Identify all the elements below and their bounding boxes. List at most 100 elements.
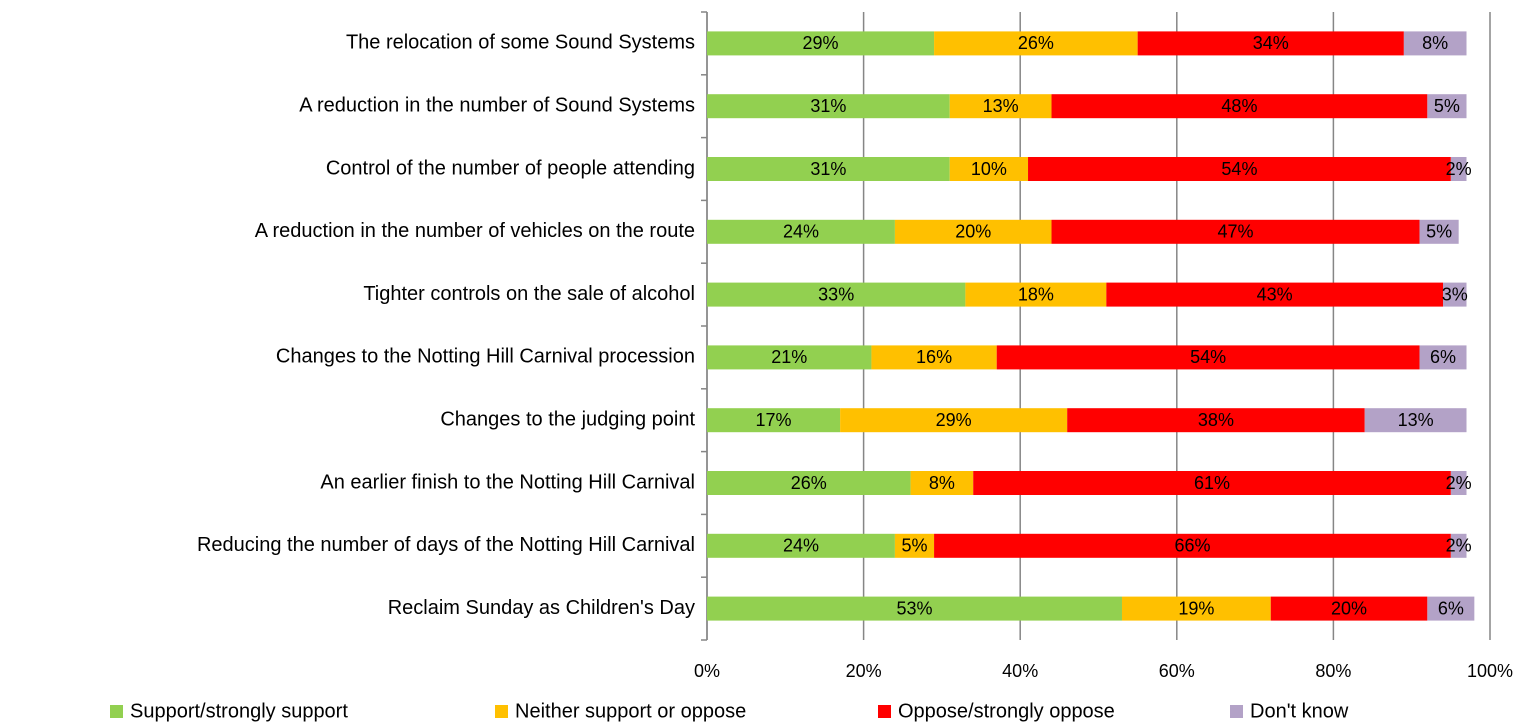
bar-segment	[1137, 31, 1404, 56]
bar-segment	[1028, 157, 1451, 181]
bar-segment	[707, 94, 950, 119]
data-label: 26%	[1018, 33, 1054, 53]
category-label: The relocation of some Sound Systems	[346, 32, 695, 54]
bar-segment	[707, 596, 1122, 621]
data-label: 19%	[1178, 598, 1214, 618]
data-label: 20%	[1331, 598, 1367, 618]
category-label: An earlier finish to the Notting Hill Ca…	[320, 471, 695, 493]
category-label: Tighter controls on the sale of alcohol	[363, 283, 695, 305]
legend-swatch	[495, 705, 508, 718]
x-tick-label: 40%	[1002, 661, 1038, 681]
data-label: 20%	[955, 222, 991, 242]
bar-segment	[707, 408, 841, 433]
data-label: 26%	[791, 473, 827, 493]
data-label: 5%	[901, 536, 927, 556]
data-label: 16%	[916, 347, 952, 367]
legend-label: Neither support or oppose	[515, 700, 746, 722]
bar-segment	[1270, 596, 1428, 621]
x-tick-label: 60%	[1159, 661, 1195, 681]
category-label: Reclaim Sunday as Children's Day	[388, 597, 695, 619]
x-tick-label: 80%	[1315, 661, 1351, 681]
data-label: 13%	[983, 96, 1019, 116]
bar-segment	[1450, 157, 1467, 181]
data-label: 66%	[1174, 536, 1210, 556]
bar-segment	[934, 533, 1451, 558]
data-label: 54%	[1190, 347, 1226, 367]
data-label: 18%	[1018, 284, 1054, 304]
data-label: 3%	[1442, 284, 1468, 304]
legend-swatch	[1230, 705, 1243, 718]
bar-segment	[1403, 31, 1467, 56]
data-label: 5%	[1426, 222, 1452, 242]
bar-segment	[707, 471, 911, 495]
data-label: 2%	[1446, 473, 1472, 493]
bar-segment	[707, 219, 895, 244]
data-label: 6%	[1430, 347, 1456, 367]
legend-swatch	[878, 705, 891, 718]
data-label: 8%	[929, 473, 955, 493]
category-label: Reducing the number of days of the Notti…	[197, 534, 695, 556]
bar-segment	[1364, 408, 1467, 433]
data-label: 54%	[1221, 159, 1257, 179]
data-label: 2%	[1446, 536, 1472, 556]
bar-segment	[1450, 471, 1467, 495]
legend-label: Oppose/strongly oppose	[898, 700, 1115, 722]
legend-label: Don't know	[1250, 700, 1349, 722]
x-tick-label: 0%	[694, 661, 720, 681]
bar-segment	[894, 219, 1052, 244]
data-label: 5%	[1434, 96, 1460, 116]
bar-segment	[894, 533, 935, 558]
data-label: 33%	[818, 284, 854, 304]
bar-segment	[871, 345, 997, 370]
data-label: 47%	[1218, 222, 1254, 242]
bar-segment	[707, 157, 950, 181]
data-label: 10%	[971, 159, 1007, 179]
data-label: 43%	[1257, 284, 1293, 304]
bar-segment	[934, 31, 1138, 56]
category-label: A reduction in the number of Sound Syste…	[299, 94, 695, 116]
data-label: 31%	[810, 96, 846, 116]
data-label: 61%	[1194, 473, 1230, 493]
data-label: 34%	[1253, 33, 1289, 53]
data-label: 29%	[936, 410, 972, 430]
bar-segment	[1106, 282, 1444, 307]
data-label: 48%	[1221, 96, 1257, 116]
bar-segment	[707, 533, 895, 558]
bar-segment	[840, 408, 1068, 433]
x-tick-label: 20%	[846, 661, 882, 681]
bar-segment	[965, 282, 1107, 307]
data-label: 24%	[783, 536, 819, 556]
bar-segment	[1051, 219, 1420, 244]
data-label: 13%	[1398, 410, 1434, 430]
data-label: 17%	[756, 410, 792, 430]
bar-segment	[1443, 282, 1467, 307]
data-label: 6%	[1438, 598, 1464, 618]
bar-segment	[1427, 94, 1467, 119]
bar-segment	[707, 31, 935, 56]
data-label: 53%	[896, 598, 932, 618]
category-label: A reduction in the number of vehicles on…	[255, 220, 695, 242]
data-label: 21%	[771, 347, 807, 367]
bar-segment	[1067, 408, 1365, 433]
bar-segment	[1121, 596, 1271, 621]
x-tick-label: 100%	[1467, 661, 1513, 681]
bar-segment	[1419, 219, 1459, 244]
category-label: Control of the number of people attendin…	[326, 157, 695, 179]
bar-segment	[1450, 533, 1467, 558]
legend-swatch	[110, 705, 123, 718]
bar-segment	[1051, 94, 1428, 119]
bar-segment	[949, 157, 1029, 181]
bar-segment	[910, 471, 974, 495]
data-label: 29%	[803, 33, 839, 53]
data-label: 31%	[810, 159, 846, 179]
bar-segment	[707, 345, 872, 370]
data-label: 2%	[1446, 159, 1472, 179]
category-label: Changes to the judging point	[440, 408, 695, 430]
legend-label: Support/strongly support	[130, 700, 348, 722]
category-label: Changes to the Notting Hill Carnival pro…	[276, 346, 695, 368]
bar-segment	[949, 94, 1052, 119]
data-label: 8%	[1422, 33, 1448, 53]
bar-segment	[973, 471, 1451, 495]
bar-segment	[996, 345, 1420, 370]
